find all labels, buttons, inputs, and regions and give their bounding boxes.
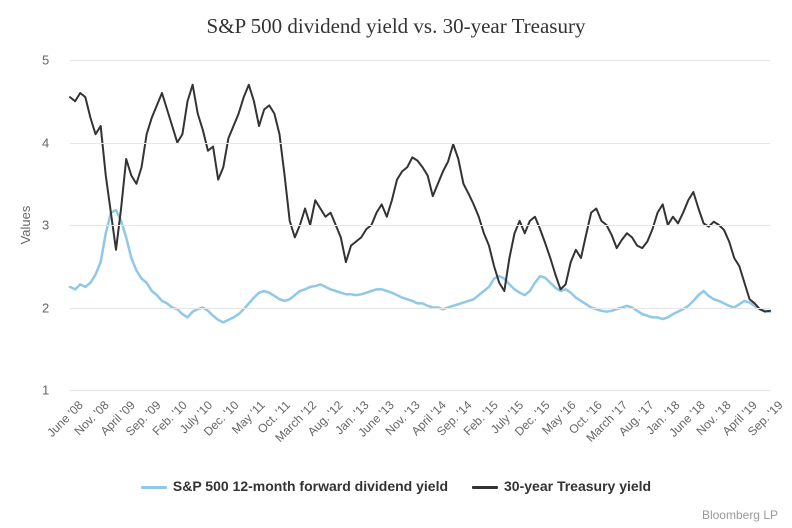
legend: S&P 500 12-month forward dividend yield 3… — [0, 478, 792, 494]
y-tick-label: 4 — [42, 135, 49, 150]
legend-item: S&P 500 12-month forward dividend yield — [141, 478, 448, 494]
y-tick-label: 5 — [42, 53, 49, 68]
x-axis-labels: June '08Nov. '08April '09Sep. '09Feb. '1… — [70, 394, 770, 464]
y-tick-label: 1 — [42, 383, 49, 398]
legend-swatch — [141, 486, 167, 489]
grid-line — [70, 60, 770, 61]
legend-label: S&P 500 12-month forward dividend yield — [173, 478, 448, 494]
grid-line — [70, 225, 770, 226]
chart-container: S&P 500 dividend yield vs. 30-year Treas… — [0, 0, 792, 528]
plot-area: 12345 — [70, 60, 770, 390]
grid-line — [70, 308, 770, 309]
legend-label: 30-year Treasury yield — [504, 478, 651, 494]
chart-source: Bloomberg LP — [702, 508, 778, 522]
legend-item: 30-year Treasury yield — [472, 478, 651, 494]
grid-line — [70, 390, 770, 391]
series-line — [70, 85, 770, 312]
y-axis-title: Values — [18, 206, 33, 245]
legend-swatch — [472, 486, 498, 489]
series-line — [70, 210, 770, 322]
y-tick-label: 2 — [42, 300, 49, 315]
y-tick-label: 3 — [42, 218, 49, 233]
chart-title: S&P 500 dividend yield vs. 30-year Treas… — [0, 0, 792, 39]
grid-line — [70, 143, 770, 144]
